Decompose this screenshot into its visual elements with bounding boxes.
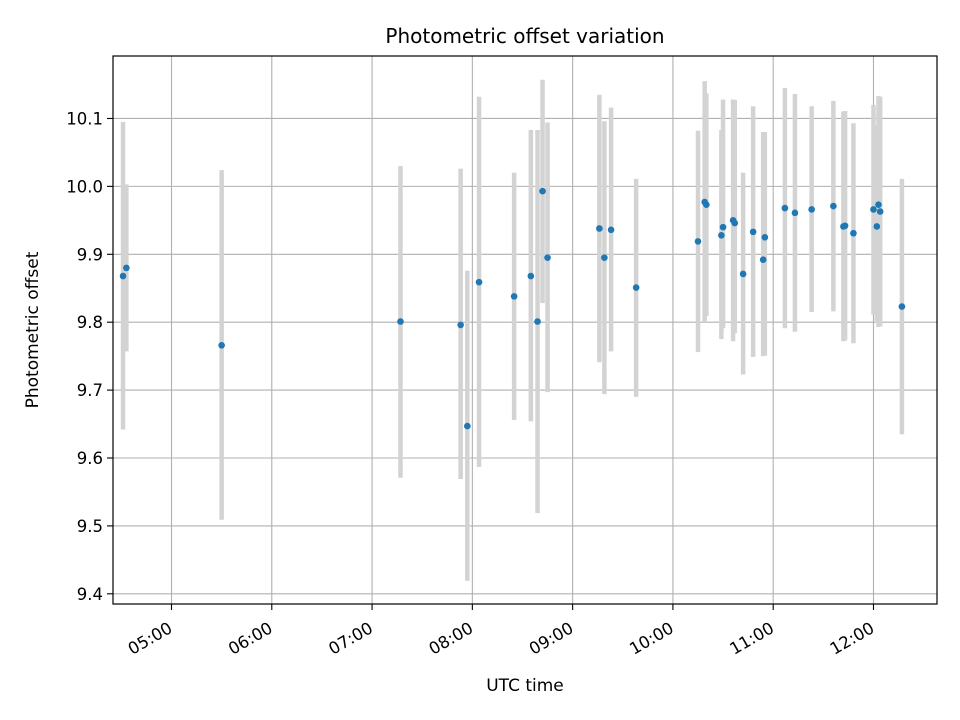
data-point <box>607 226 615 234</box>
data-point <box>749 228 757 236</box>
y-tick-label: 9.9 <box>77 245 103 264</box>
data-point <box>759 256 767 264</box>
y-tick-label: 9.5 <box>77 517 103 536</box>
y-tick-label: 9.4 <box>77 585 103 604</box>
data-point <box>850 229 857 237</box>
y-tick-label: 9.7 <box>77 381 103 400</box>
data-point <box>898 303 906 310</box>
x-tick-label: 08:00 <box>426 618 477 658</box>
x-tick-label: 10:00 <box>626 618 677 658</box>
data-point <box>457 321 464 329</box>
data-point <box>601 254 608 261</box>
data-point <box>830 202 837 210</box>
data-point <box>694 238 702 245</box>
data-point <box>873 223 881 230</box>
chart-title: Photometric offset variation <box>385 24 664 48</box>
data-point <box>510 293 518 300</box>
y-tick-label: 9.8 <box>77 313 103 332</box>
data-point <box>875 201 882 209</box>
y-tick-label: 9.6 <box>77 449 103 468</box>
error-bars <box>120 79 905 581</box>
x-tick-label: 06:00 <box>225 618 276 658</box>
x-tick-label: 11:00 <box>727 618 778 658</box>
x-axis-ticks: 05:00 06:00 07:00 08:00 09:00 10:00 11:00 12:00 <box>125 604 878 659</box>
data-point <box>534 318 541 325</box>
data-point <box>808 206 815 213</box>
data-point <box>761 234 769 241</box>
data-point <box>718 231 725 239</box>
data-point <box>464 422 471 430</box>
data-point <box>791 209 799 217</box>
x-tick-label: 12:00 <box>827 618 878 658</box>
data-point <box>539 187 546 195</box>
data-point <box>876 208 884 215</box>
plot-frame <box>112 55 938 605</box>
data-point <box>632 284 640 291</box>
x-axis-label: UTC time <box>486 676 564 696</box>
data-point <box>841 222 849 230</box>
data-point <box>870 206 877 213</box>
data-point <box>719 223 727 231</box>
x-tick-label: 09:00 <box>526 618 577 658</box>
data-point <box>703 201 710 209</box>
data-point <box>218 341 225 349</box>
y-tick-label: 10.0 <box>66 177 103 196</box>
data-point <box>397 318 404 325</box>
grid-lines <box>113 56 937 604</box>
y-axis-label: Photometric offset <box>23 251 43 408</box>
y-tick-label: 10.1 <box>66 109 103 128</box>
x-tick-label: 07:00 <box>325 618 376 658</box>
data-point <box>123 264 130 272</box>
data-point <box>544 254 551 261</box>
data-point <box>527 272 535 280</box>
data-point <box>731 219 739 227</box>
data-point <box>475 278 483 286</box>
data-points <box>119 187 906 430</box>
x-tick-label: 05:00 <box>125 618 176 658</box>
data-point <box>739 270 747 278</box>
data-point <box>596 225 603 232</box>
data-point <box>781 204 789 212</box>
data-point <box>119 272 127 280</box>
y-axis-ticks: 9.4 9.5 9.6 9.7 9.8 9.9 10.0 10.1 <box>66 109 113 604</box>
